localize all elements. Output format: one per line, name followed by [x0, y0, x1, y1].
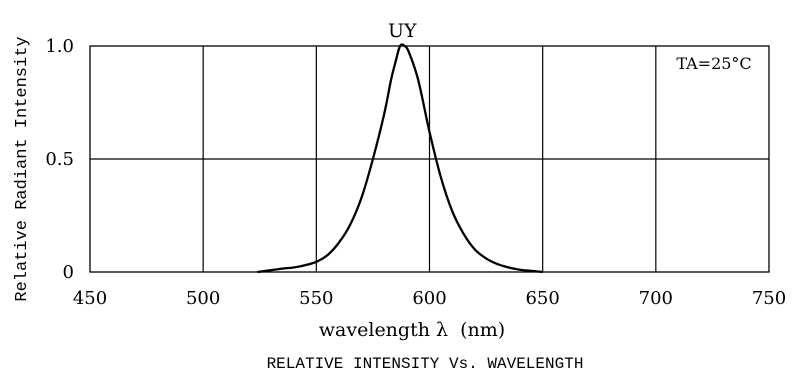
plot-frame	[89, 45, 770, 273]
data-point	[270, 269, 272, 271]
data-point	[417, 79, 419, 81]
data-point	[508, 266, 510, 269]
data-point	[315, 261, 317, 263]
x-tick-label: 600	[412, 288, 446, 309]
y-axis-label: Relative Radiant Intensity	[13, 36, 32, 301]
data-point	[474, 248, 476, 250]
data-point	[361, 196, 363, 199]
x-tick-label: 450	[73, 288, 107, 309]
data-point	[496, 263, 498, 265]
chart-title: RELATIVE INTENSITY Vs. WAVELENGTH	[267, 355, 584, 373]
grid	[90, 46, 769, 272]
data-point	[390, 79, 392, 81]
x-tick-label: 700	[639, 288, 673, 309]
data-point	[530, 270, 532, 272]
data-point	[327, 254, 329, 256]
x-tick-label: 550	[299, 288, 333, 309]
y-tick-label: 0	[63, 262, 74, 283]
series-layer	[256, 43, 544, 274]
x-tick-label: 500	[186, 288, 220, 309]
series-label: UY	[388, 20, 417, 42]
data-point	[349, 223, 351, 226]
y-tick-label: 0.5	[45, 149, 74, 170]
data-point	[428, 131, 431, 133]
data-point	[399, 45, 401, 47]
data-point	[404, 45, 406, 47]
data-point	[519, 269, 521, 271]
data-point	[451, 210, 453, 212]
x-tick-label: 750	[752, 288, 786, 309]
data-point	[256, 271, 259, 273]
series-line	[257, 43, 543, 274]
data-point	[394, 61, 397, 63]
y-tick-labels: 0 0.5 1.0	[45, 36, 74, 283]
data-point	[372, 158, 374, 160]
data-point	[383, 113, 385, 115]
y-tick-label: 1.0	[45, 36, 74, 57]
x-tick-label: 650	[525, 288, 559, 309]
data-point	[440, 176, 442, 178]
data-point	[293, 266, 295, 269]
temperature-annotation: TA=25°C	[676, 54, 751, 73]
data-point	[462, 232, 465, 235]
data-point	[408, 52, 410, 54]
data-point	[485, 257, 487, 260]
data-point	[542, 271, 544, 273]
data-point	[304, 264, 306, 266]
x-tick-labels: 450 500 550 600 650 700 750	[73, 288, 786, 309]
x-axis-label: wavelength λ (nm)	[319, 319, 505, 341]
data-point	[281, 268, 283, 270]
data-point	[338, 242, 340, 244]
